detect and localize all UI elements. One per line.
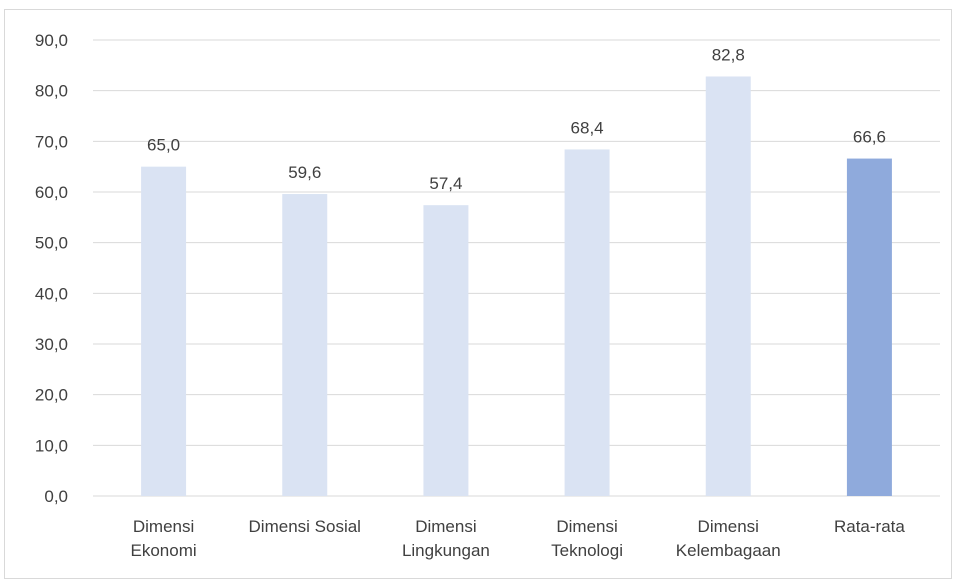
data-label-1: 59,6	[288, 163, 321, 182]
category-label-4-1: Kelembagaan	[676, 541, 781, 560]
y-tick-label-2: 20,0	[35, 386, 68, 405]
y-tick-label-8: 80,0	[35, 82, 68, 101]
y-tick-label-3: 30,0	[35, 335, 68, 354]
category-label-0-1: Ekonomi	[131, 541, 197, 560]
bar-3	[564, 149, 610, 496]
y-tick-label-0: 0,0	[44, 487, 68, 506]
category-label-5-0: Rata-rata	[834, 517, 905, 536]
category-label-0-0: Dimensi	[133, 517, 194, 536]
data-label-5: 66,6	[853, 128, 886, 147]
category-label-2-0: Dimensi	[415, 517, 476, 536]
data-label-2: 57,4	[429, 174, 462, 193]
bar-0	[141, 166, 187, 496]
y-tick-label-5: 50,0	[35, 234, 68, 253]
category-label-3-1: Teknologi	[551, 541, 623, 560]
y-tick-label-1: 10,0	[35, 436, 68, 455]
category-label-3-0: Dimensi	[556, 517, 617, 536]
category-label-4-0: Dimensi	[698, 517, 759, 536]
y-tick-label-7: 70,0	[35, 132, 68, 151]
y-tick-label-6: 60,0	[35, 183, 68, 202]
data-label-0: 65,0	[147, 136, 180, 155]
bar-4	[705, 76, 751, 496]
y-tick-label-4: 40,0	[35, 284, 68, 303]
category-label-2-1: Lingkungan	[402, 541, 490, 560]
y-tick-label-9: 90,0	[35, 31, 68, 50]
bar-2	[423, 205, 469, 496]
bar-5	[846, 158, 892, 496]
bar-1	[282, 194, 328, 496]
data-label-3: 68,4	[571, 118, 604, 137]
category-label-1-0: Dimensi Sosial	[249, 517, 361, 536]
data-label-4: 82,8	[712, 45, 745, 64]
